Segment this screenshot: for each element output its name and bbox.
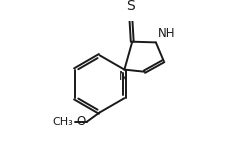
Text: N: N [119, 70, 128, 83]
Text: CH₃: CH₃ [53, 117, 74, 127]
Text: NH: NH [158, 27, 175, 40]
Text: O: O [77, 115, 86, 128]
Text: S: S [126, 0, 135, 13]
